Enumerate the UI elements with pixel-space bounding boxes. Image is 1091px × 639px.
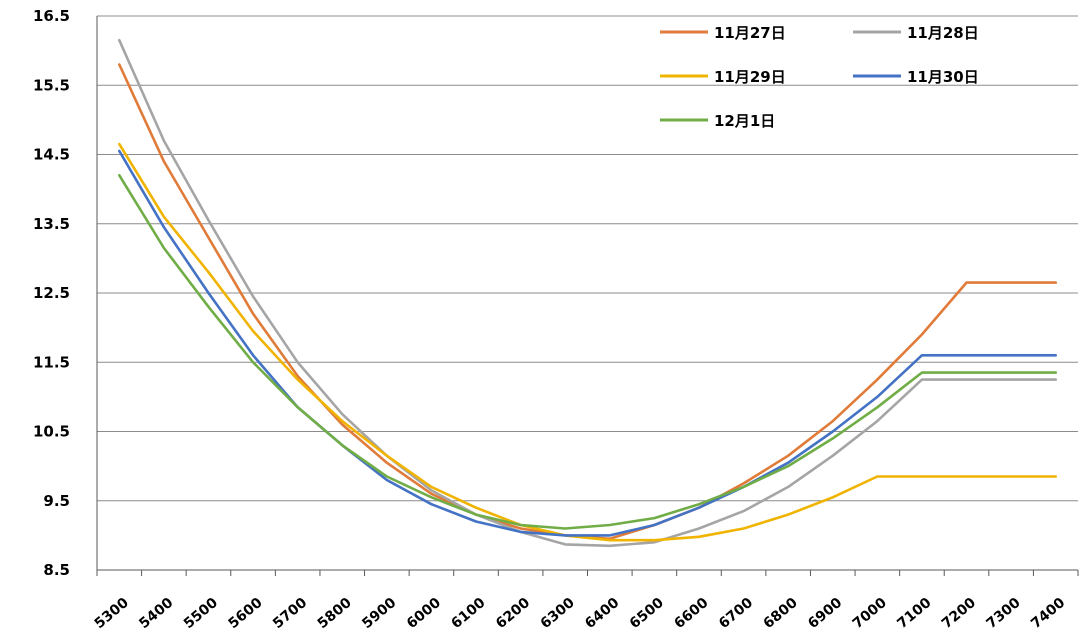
legend-label: 11月29日 [714, 68, 786, 86]
x-tick-label: 5300 [92, 595, 132, 632]
y-tick-label: 13.5 [33, 215, 70, 233]
x-tick-label: 5500 [181, 595, 221, 632]
legend-item: 11月30日 [853, 68, 979, 86]
y-tick-label: 10.5 [33, 423, 70, 441]
y-tick-label: 11.5 [33, 353, 70, 371]
x-tick-label: 6200 [493, 595, 533, 632]
y-tick-label: 8.5 [43, 561, 70, 579]
y-tick-label: 9.5 [43, 492, 70, 510]
x-tick-label: 6000 [404, 595, 444, 632]
series-line-2 [118, 38, 1057, 548]
x-tick-label: 6900 [805, 595, 845, 632]
legend-item: 11月29日 [660, 68, 786, 86]
y-tick-label: 16.5 [33, 7, 70, 25]
legend-item: 11月27日 [660, 24, 786, 42]
series-line-1 [118, 63, 1057, 541]
legend: 11月27日 11月28日 11月29日 11月30日 12月1日 [660, 24, 979, 130]
x-tick-label: 7400 [1028, 595, 1068, 632]
x-tick-label: 7000 [850, 595, 890, 632]
legend-label: 11月30日 [907, 68, 979, 86]
series-line-4 [118, 149, 1057, 537]
x-tick-label: 6600 [671, 595, 711, 632]
x-tick-label: 5600 [226, 595, 266, 632]
gridlines [97, 15, 1078, 571]
x-tick-label: 7300 [984, 595, 1024, 632]
series-line-5 [118, 174, 1057, 530]
x-tick-label: 6700 [716, 595, 756, 632]
x-tick-label: 7200 [939, 595, 979, 632]
y-tick-label: 12.5 [33, 284, 70, 302]
y-tick-label: 14.5 [33, 146, 70, 164]
x-tick-label: 6300 [538, 595, 578, 632]
legend-label: 11月28日 [907, 24, 979, 42]
x-tick-label: 6500 [627, 595, 667, 632]
legend-label: 12月1日 [714, 112, 775, 130]
y-axis-ticks: 8.5 9.5 10.5 11.5 12.5 13.5 14.5 15.5 16.5 [33, 7, 70, 579]
x-tick-label: 5900 [359, 595, 399, 632]
x-tick-label: 6100 [448, 595, 488, 632]
x-tick-label: 7100 [894, 595, 934, 632]
legend-item: 11月28日 [853, 24, 979, 42]
legend-label: 11月27日 [714, 24, 786, 42]
x-tick-label: 6800 [761, 595, 801, 632]
x-tick-label: 5400 [136, 595, 176, 632]
series-line-3 [118, 142, 1057, 542]
x-tick-label: 5700 [270, 595, 310, 632]
series-lines [118, 38, 1057, 548]
x-tick-label: 5800 [315, 595, 355, 632]
y-tick-label: 15.5 [33, 76, 70, 94]
legend-item: 12月1日 [660, 112, 775, 130]
x-tick-label: 6400 [582, 595, 622, 632]
